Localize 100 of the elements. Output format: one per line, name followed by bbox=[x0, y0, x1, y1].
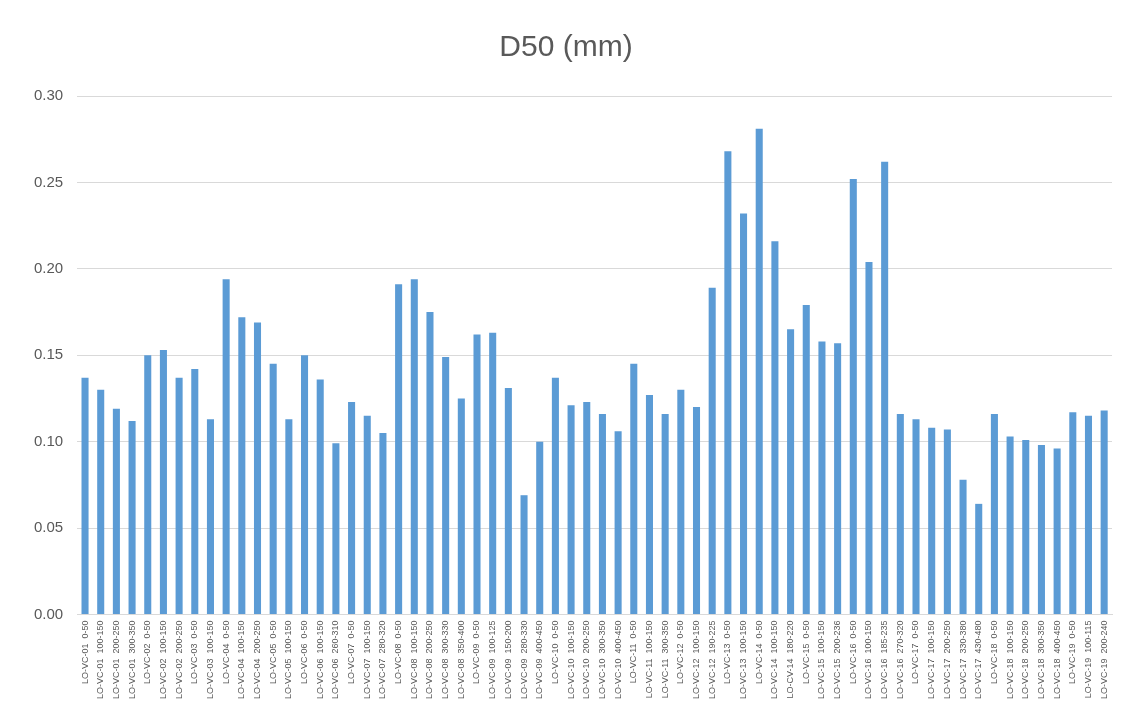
x-tick-label: LO-VC-18 200-250 bbox=[1020, 620, 1031, 699]
bar bbox=[975, 503, 983, 614]
y-tick-label: 0.25 bbox=[33, 172, 64, 190]
bar bbox=[1084, 415, 1093, 614]
bar bbox=[489, 332, 497, 614]
x-tick-label: LO-VC-09 100-125 bbox=[487, 620, 498, 699]
bar bbox=[771, 241, 779, 614]
x-tick-label: LO-VC-09 150-200 bbox=[502, 620, 513, 699]
bar bbox=[818, 341, 826, 614]
bar bbox=[896, 413, 904, 614]
bar bbox=[614, 431, 622, 614]
bar bbox=[724, 151, 732, 614]
x-tick-label: LO-VC-16 0-50 bbox=[847, 620, 858, 684]
x-tick-label: LO-VC-12 100-150 bbox=[690, 620, 701, 699]
bar bbox=[865, 261, 873, 614]
x-tick-label: LO-VC-05 100-150 bbox=[283, 620, 294, 699]
x-tick-label: LO-VC-17 430-480 bbox=[973, 620, 984, 699]
bar bbox=[97, 389, 105, 614]
x-tick-label: LO-VC-01 200-250 bbox=[110, 620, 121, 699]
x-tick-label: LO-VC-02 200-250 bbox=[173, 620, 184, 699]
bar bbox=[222, 279, 230, 614]
x-tick-label: LO-VC-10 100-150 bbox=[565, 620, 576, 699]
bar bbox=[630, 363, 638, 614]
x-tick-label: LO-VC-09 280-330 bbox=[518, 620, 529, 699]
x-tick-label: LO-VC-19 200-240 bbox=[1098, 620, 1109, 699]
x-tick-label: LO-VC-16 185-235 bbox=[879, 620, 890, 699]
x-tick-label: LO-VC-08 0-50 bbox=[393, 620, 404, 684]
x-tick-label: LO-VC-08 100-150 bbox=[408, 620, 419, 699]
x-tick-label: LO-VC-04 0-50 bbox=[220, 620, 231, 684]
bar bbox=[520, 495, 528, 614]
x-tick-label: LO-VC-04 200-250 bbox=[251, 620, 262, 699]
bar bbox=[285, 419, 293, 614]
x-tick-label: LO-VC-15 100-150 bbox=[816, 620, 827, 699]
x-tick-label: LO-VC-09 0-50 bbox=[471, 620, 482, 684]
bar bbox=[457, 398, 465, 614]
bar bbox=[1006, 436, 1014, 614]
x-tick-label: LO-VC-17 100-150 bbox=[926, 620, 937, 699]
bar bbox=[881, 161, 889, 614]
bar bbox=[567, 405, 575, 614]
bar bbox=[912, 419, 920, 614]
bar bbox=[504, 388, 512, 614]
bar bbox=[849, 178, 857, 614]
x-tick-label: LO-CV-14 180-220 bbox=[785, 620, 796, 699]
y-tick-label: 0.10 bbox=[33, 431, 64, 449]
bar bbox=[708, 287, 716, 614]
x-tick-label: LO-VC-13 0-50 bbox=[722, 620, 733, 684]
x-tick-label: LO-VC-10 400-450 bbox=[612, 620, 623, 699]
x-tick-label: LO-VC-07 100-150 bbox=[361, 620, 372, 699]
bar bbox=[645, 394, 653, 614]
x-tick-label: LO-VC-10 300-350 bbox=[596, 620, 607, 699]
x-tick-label: LO-VC-08 300-330 bbox=[440, 620, 451, 699]
bar bbox=[112, 408, 120, 614]
bar bbox=[598, 413, 606, 614]
bar bbox=[692, 407, 701, 614]
x-tick-label: LO-VC-09 400-450 bbox=[534, 620, 545, 699]
bar bbox=[959, 479, 967, 614]
x-tick-label: LO-VC-07 0-50 bbox=[346, 620, 357, 684]
x-tick-label: LO-VC-19 0-50 bbox=[1067, 620, 1078, 684]
bar bbox=[1053, 448, 1061, 614]
bar bbox=[426, 312, 434, 614]
x-tick-label: LO-VC-14 0-50 bbox=[753, 620, 764, 684]
x-tick-label: LO-VC-03 0-50 bbox=[189, 620, 200, 684]
x-tick-label: LO-VC-13 100-150 bbox=[738, 620, 749, 699]
bar bbox=[301, 355, 309, 614]
x-tick-label: LO-VC-01 100-150 bbox=[95, 620, 106, 699]
x-tick-label: LO-VC-03 100-150 bbox=[204, 620, 215, 699]
chart-title: D50 (mm) bbox=[499, 29, 633, 63]
x-tick-label: LO-VC-02 100-150 bbox=[157, 620, 168, 699]
x-tick-label: LO-VC-18 100-150 bbox=[1004, 620, 1015, 699]
x-tick-label: LO-VC-06 0-50 bbox=[299, 620, 310, 684]
x-tick-label: LO-VC-17 200-250 bbox=[941, 620, 952, 699]
bar bbox=[536, 441, 544, 614]
bar bbox=[410, 279, 418, 614]
bar bbox=[928, 427, 936, 614]
x-tick-label: LO-VC-10 0-50 bbox=[549, 620, 560, 684]
x-tick-label: LO-VC-05 0-50 bbox=[267, 620, 278, 684]
bar bbox=[473, 334, 481, 614]
x-tick-label: LO-VC-18 0-50 bbox=[988, 620, 999, 684]
bar bbox=[1022, 439, 1030, 614]
x-tick-label: LO-VC-06 100-150 bbox=[314, 620, 325, 699]
bar bbox=[348, 401, 356, 614]
x-tick-label: LO-VC-16 270-320 bbox=[894, 620, 905, 699]
bar bbox=[990, 413, 998, 614]
bar bbox=[253, 322, 262, 614]
bar bbox=[206, 419, 214, 614]
bar bbox=[81, 377, 89, 614]
x-tick-label: LO-VC-12 190-225 bbox=[706, 620, 717, 699]
bar bbox=[379, 433, 387, 614]
x-tick-label: LO-VC-06 260-310 bbox=[330, 620, 341, 699]
x-tick-label: LO-VC-19 100-115 bbox=[1082, 620, 1093, 699]
bar bbox=[238, 317, 246, 614]
bar bbox=[661, 413, 669, 614]
x-tick-label: LO-VC-08 200-250 bbox=[424, 620, 435, 699]
bar bbox=[442, 356, 450, 614]
bar bbox=[159, 350, 167, 614]
x-tick-label: LO-VC-17 0-50 bbox=[910, 620, 921, 684]
bar bbox=[175, 377, 183, 614]
bar bbox=[269, 363, 277, 614]
bar bbox=[802, 305, 810, 614]
y-tick-label: 0.30 bbox=[33, 86, 64, 104]
